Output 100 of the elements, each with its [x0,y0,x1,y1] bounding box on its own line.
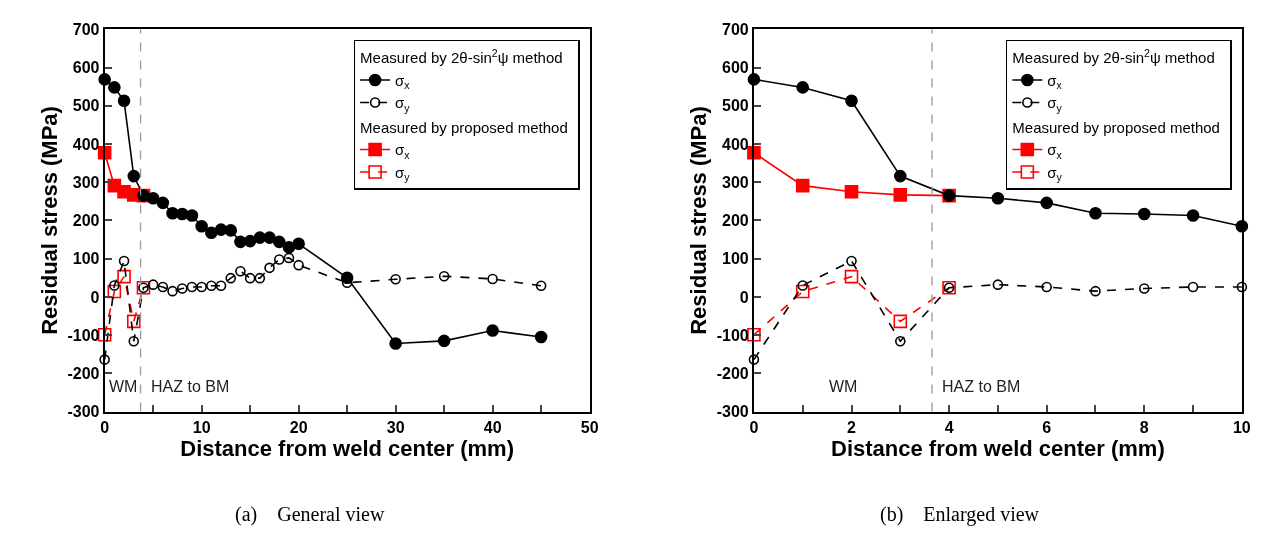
point [243,234,257,248]
point [1187,281,1199,293]
point [283,252,295,264]
point [147,279,159,290]
point [282,240,296,254]
point [146,191,160,205]
point [1186,209,1200,222]
point [99,354,110,365]
point [437,334,451,348]
point [254,272,266,284]
point [991,191,1005,205]
point [894,169,907,183]
point [224,224,238,237]
point [272,235,286,249]
point [438,270,450,282]
point [205,226,218,239]
x-tick-label: 40 [483,418,502,436]
legend-label: σ$_{x}$ [395,71,411,92]
point [206,280,217,292]
x-tick-label: 8 [1139,418,1149,436]
y-tick-label: 200 [72,212,100,230]
point [126,314,141,329]
point [1236,281,1248,293]
point [748,354,760,365]
point [486,324,499,337]
y-tick-label: 0 [739,288,749,306]
y-tick-label: 700 [72,20,100,38]
y-tick-label: -200 [716,364,749,382]
y-tick-label: 400 [722,135,749,153]
point [108,81,121,94]
point [795,284,810,299]
y-tick-label: -300 [67,403,100,421]
annotation: HAZ to BM [942,378,1021,395]
annotation: HAZ to BM [151,378,230,395]
y-tick-label: 300 [72,173,100,191]
point [273,254,285,265]
y-tick-label: -300 [716,403,749,421]
point [1089,206,1102,220]
point [797,280,809,291]
point [263,231,276,244]
point [293,259,304,271]
point [176,283,188,294]
y-tick-label: 300 [722,173,749,191]
x-tick-label: 10 [1232,418,1251,436]
point [225,272,237,284]
point [185,209,199,222]
legend-label: σ$_{x}$ [1047,71,1063,92]
annotation: Measured by 2θ-sin$^{2}$ψ method [360,47,563,67]
point [340,271,354,285]
x-tick-label: 20 [289,418,308,436]
y-tick-label: 600 [722,59,749,77]
x-tick-label: 10 [192,418,211,436]
point [893,188,908,202]
point [844,269,859,284]
point [128,335,140,347]
y-tick-label: 400 [72,135,100,153]
point [1041,281,1052,293]
point [747,327,761,342]
legend-label: σ$_{y}$ [395,163,411,184]
text: (b) Enlarged view [880,503,1040,526]
point [893,314,908,329]
y-tick-label: 0 [90,288,100,306]
point [215,280,227,292]
y-tick-label: 100 [722,250,749,268]
point [795,178,810,193]
point [167,285,178,297]
point [846,255,857,267]
point [186,281,198,293]
point [992,279,1004,290]
point [118,255,130,267]
point [845,94,858,108]
point [244,272,256,284]
point [127,169,141,183]
point [1090,285,1101,297]
legend-label: σ$_{y}$ [1047,94,1063,114]
y-tick-label: 500 [72,97,100,115]
point [175,207,189,221]
x-tick-label: 50 [580,418,599,436]
point [1138,283,1150,294]
point [535,280,547,292]
point [235,265,246,277]
point [196,281,207,293]
point [895,335,906,347]
legend-label: σ$_{x}$ [1047,141,1063,161]
y-tick-label: 700 [722,20,749,38]
point [264,262,275,274]
point [156,196,170,210]
point [1137,207,1151,221]
point [292,237,305,251]
y-axis-title: Residual stress (MPa) [36,106,62,335]
point [117,94,131,108]
y-axis-title: Residual stress (MPa) [685,106,711,335]
y-tick-label: -200 [67,364,100,382]
x-tick-label: 30 [386,418,405,436]
y-tick-label: 100 [72,250,100,268]
point [534,330,548,344]
x-tick-label: 4 [944,418,954,436]
point [195,219,208,233]
annotation: WM [109,378,138,395]
legend-label: σ$_{y}$ [1047,163,1063,184]
